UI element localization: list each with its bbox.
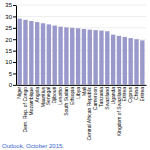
y-tick-label: 20 [5, 37, 12, 43]
bar [35, 22, 39, 85]
y-tick: 25 [5, 25, 16, 31]
grid-line [16, 5, 146, 6]
y-tick-label: 5 [9, 71, 13, 77]
y-tick: 35 [5, 2, 16, 8]
bar [47, 24, 51, 84]
bar [41, 23, 45, 85]
y-tick-mark [13, 73, 16, 74]
bar [128, 38, 132, 85]
y-tick-label: 30 [5, 14, 12, 20]
bar [53, 26, 57, 85]
y-tick-mark [13, 62, 16, 63]
grid-line [16, 16, 146, 17]
bar [123, 37, 127, 85]
y-tick-mark [13, 5, 16, 6]
y-tick: 10 [5, 59, 16, 65]
y-tick: 0 [9, 82, 16, 88]
bar [17, 19, 21, 85]
y-tick-label: 35 [5, 2, 12, 8]
y-tick-mark [13, 16, 16, 17]
bar [29, 21, 33, 85]
y-tick: 30 [5, 14, 16, 20]
bar [140, 40, 144, 84]
grid [16, 5, 146, 85]
bar [117, 36, 121, 85]
y-tick-mark [13, 51, 16, 52]
x-axis-line [17, 85, 147, 86]
bar [23, 20, 27, 85]
y-tick-label: 25 [5, 25, 12, 31]
x-tick-label: Eritrea [139, 87, 145, 102]
x-axis: NigerDem. Rep. of CongoMozambiqueAngolaM… [16, 85, 146, 140]
bars [17, 19, 144, 85]
bar [82, 29, 86, 85]
bar [70, 28, 74, 85]
y-tick-mark [13, 39, 16, 40]
x-tick: Eritrea [139, 87, 145, 102]
chart: Outlook, October 2015. NigerDem. Rep. of … [0, 0, 150, 150]
bar [64, 27, 68, 84]
y-tick: 20 [5, 37, 16, 43]
bar [58, 27, 62, 85]
y-tick-label: 0 [9, 82, 13, 88]
bar [134, 39, 138, 85]
y-tick: 5 [9, 71, 16, 77]
y-tick-label: 15 [5, 48, 12, 54]
bar [88, 30, 92, 85]
y-tick-mark [13, 85, 16, 86]
annotation: Outlook, October 2015. [2, 143, 64, 149]
y-tick-label: 10 [5, 59, 12, 65]
y-tick: 15 [5, 48, 16, 54]
y-tick-mark [13, 28, 16, 29]
bar [76, 28, 80, 85]
bar [93, 30, 97, 85]
bar [99, 31, 103, 85]
bar [111, 35, 115, 85]
y-axis: 0 5 10 15 20 25 30 35 [5, 2, 16, 88]
y-axis-line [16, 6, 17, 86]
bar [105, 31, 109, 85]
annotations: Outlook, October 2015. [2, 143, 64, 149]
